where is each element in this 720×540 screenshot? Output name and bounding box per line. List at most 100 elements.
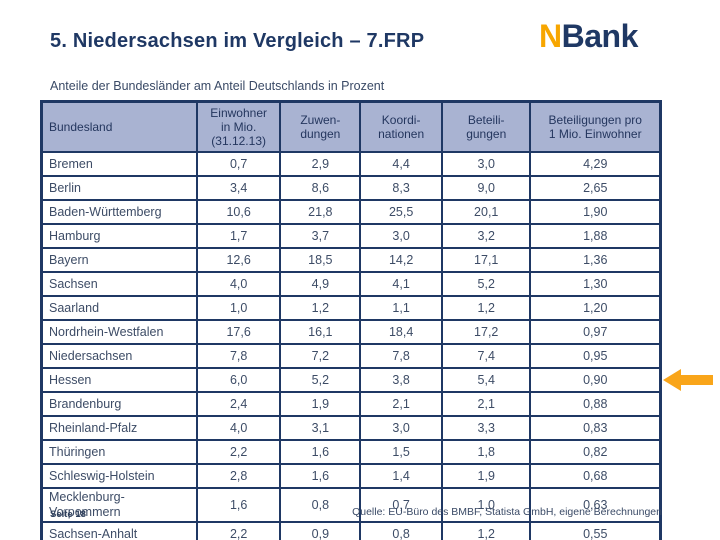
value-cell: 16,1 — [279, 319, 362, 345]
table-row: Saarland 1,0 1,2 1,1 1,2 1,20 — [40, 295, 662, 321]
value-cell: 7,4 — [440, 343, 532, 369]
value-cell: 0,7 — [195, 151, 282, 177]
value-cell: 0,97 — [529, 319, 662, 345]
value-cell: 3,0 — [359, 415, 443, 441]
bundesland-cell: Niedersachsen — [40, 343, 198, 369]
bundesland-cell: Schleswig-Holstein — [40, 463, 198, 489]
value-cell: 8,3 — [359, 175, 443, 201]
bundeslaender-table: Bundesland Einwohner in Mio. (31.12.13) … — [40, 100, 713, 540]
value-cell: 14,2 — [359, 247, 443, 273]
value-cell: 5,4 — [440, 367, 532, 393]
value-cell: 1,2 — [440, 295, 532, 321]
value-cell: 8,6 — [279, 175, 362, 201]
value-cell: 2,2 — [195, 439, 282, 465]
bundesland-cell: Nordrhein-Westfalen — [40, 319, 198, 345]
value-cell: 1,0 — [195, 295, 282, 321]
value-cell: 3,0 — [359, 223, 443, 249]
value-cell: 0,95 — [529, 343, 662, 369]
logo-word-bank: Bank — [561, 18, 639, 54]
table-row: Berlin 3,4 8,6 8,3 9,0 2,65 — [40, 175, 662, 201]
logo-letter-n: N — [539, 18, 562, 54]
bundesland-cell: Hamburg — [40, 223, 198, 249]
bundesland-cell: Bremen — [40, 151, 198, 177]
value-cell: 5,2 — [440, 271, 532, 297]
value-cell: 17,6 — [195, 319, 282, 345]
value-cell: 0,83 — [529, 415, 662, 441]
value-cell: 2,2 — [195, 521, 282, 540]
value-cell: 7,8 — [195, 343, 282, 369]
value-cell: 1,1 — [359, 295, 443, 321]
bundesland-cell: Berlin — [40, 175, 198, 201]
value-cell: 1,4 — [359, 463, 443, 489]
value-cell: 3,7 — [279, 223, 362, 249]
value-cell: 0,63 — [529, 487, 662, 523]
value-cell: 12,6 — [195, 247, 282, 273]
table-row: Hessen 6,0 5,2 3,8 5,4 0,90 — [40, 367, 713, 393]
value-cell: 18,4 — [359, 319, 443, 345]
value-cell: 4,4 — [359, 151, 443, 177]
slide-subtitle: Anteile der Bundesländer am Anteil Deuts… — [50, 79, 385, 93]
value-cell: 0,82 — [529, 439, 662, 465]
value-cell: 2,8 — [195, 463, 282, 489]
value-cell: 2,9 — [279, 151, 362, 177]
bundesland-cell: Rheinland-Pfalz — [40, 415, 198, 441]
value-cell: 0,88 — [529, 391, 662, 417]
value-cell: 2,1 — [359, 391, 443, 417]
value-cell: 7,2 — [279, 343, 362, 369]
value-cell: 1,6 — [195, 487, 282, 523]
column-header-bundesland: Bundesland — [40, 100, 198, 153]
page-number: Seite 18 — [50, 509, 86, 520]
value-cell: 1,9 — [440, 463, 532, 489]
value-cell: 1,36 — [529, 247, 662, 273]
table-row: Brandenburg 2,4 1,9 2,1 2,1 0,88 — [40, 391, 662, 417]
value-cell: 1,8 — [440, 439, 532, 465]
value-cell: 1,30 — [529, 271, 662, 297]
bundesland-cell: Thüringen — [40, 439, 198, 465]
value-cell: 0,55 — [529, 521, 662, 540]
column-header-einwohner: Einwohner in Mio. (31.12.13) — [195, 100, 282, 153]
value-cell: 3,8 — [359, 367, 443, 393]
table-row: Hamburg 1,7 3,7 3,0 3,2 1,88 — [40, 223, 662, 249]
value-cell: 25,5 — [359, 199, 443, 225]
value-cell: 1,90 — [529, 199, 662, 225]
table-row: Schleswig-Holstein 2,8 1,6 1,4 1,9 0,68 — [40, 463, 662, 489]
value-cell: 18,5 — [279, 247, 362, 273]
table-row: Rheinland-Pfalz 4,0 3,1 3,0 3,3 0,83 — [40, 415, 662, 441]
value-cell: 1,6 — [279, 463, 362, 489]
table-row: Bremen 0,7 2,9 4,4 3,0 4,29 — [40, 151, 662, 177]
page-title: 5. Niedersachsen im Vergleich – 7.FRP — [50, 30, 425, 52]
value-cell: 2,4 — [195, 391, 282, 417]
value-cell: 1,7 — [195, 223, 282, 249]
value-cell: 5,2 — [279, 367, 362, 393]
table-row: Bayern 12,6 18,5 14,2 17,1 1,36 — [40, 247, 662, 273]
value-cell: 0,9 — [279, 521, 362, 540]
bundesland-cell: Sachsen-Anhalt — [40, 521, 198, 540]
value-cell: 4,1 — [359, 271, 443, 297]
bundesland-cell: Mecklenburg- Vorpommern — [40, 487, 198, 523]
value-cell: 17,1 — [440, 247, 532, 273]
value-cell: 9,0 — [440, 175, 532, 201]
value-cell: 1,88 — [529, 223, 662, 249]
bundesland-cell: Baden-Württemberg — [40, 199, 198, 225]
table-body: Bremen 0,7 2,9 4,4 3,0 4,29 Berlin 3,4 8,6 8,3 9,0… — [40, 151, 713, 540]
value-cell: 3,0 — [440, 151, 532, 177]
value-cell: 1,20 — [529, 295, 662, 321]
value-cell: 7,8 — [359, 343, 443, 369]
value-cell: 1,6 — [279, 439, 362, 465]
value-cell: 2,65 — [529, 175, 662, 201]
table-header: Bundesland Einwohner in Mio. (31.12.13) … — [40, 100, 662, 153]
column-header-zuwendungen: Zuwen- dungen — [279, 100, 362, 153]
table-row: Sachsen 4,0 4,9 4,1 5,2 1,30 — [40, 271, 662, 297]
value-cell: 1,5 — [359, 439, 443, 465]
value-cell: 1,2 — [279, 295, 362, 321]
source-note: Quelle: EU-Büro des BMBF, Statista GmbH,… — [352, 506, 662, 518]
header-row: Bundesland Einwohner in Mio. (31.12.13) … — [40, 100, 662, 153]
value-cell: 0,7 — [359, 487, 443, 523]
table-row: Nordrhein-Westfalen 17,6 16,1 18,4 17,2 0,97 — [40, 319, 662, 345]
value-cell: 1,2 — [440, 521, 532, 540]
value-cell: 4,0 — [195, 271, 282, 297]
value-cell: 4,9 — [279, 271, 362, 297]
value-cell: 0,90 — [529, 367, 713, 393]
column-header-beteiligungen: Beteili- gungen — [440, 100, 532, 153]
